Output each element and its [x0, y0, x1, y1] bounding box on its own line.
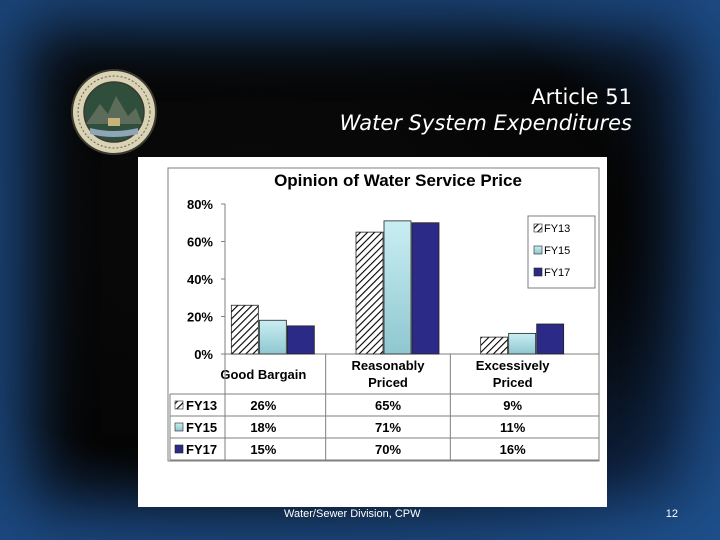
city-seal-logo: [70, 68, 158, 156]
data-label: 11%: [500, 420, 526, 435]
bar-chart: Opinion of Water Service Price 0% 20% 40% 60…: [167, 167, 600, 462]
bar-fy17: [536, 323, 565, 355]
data-label: 15%: [250, 442, 276, 457]
bar-fy15: [258, 319, 287, 355]
table-legend-key-fy13: [174, 400, 184, 410]
legend-label: FY15: [544, 245, 570, 257]
bar-fy13: [230, 304, 259, 355]
table-series-label: FY13: [186, 398, 217, 413]
title-line-2: Water System Expenditures: [339, 111, 632, 135]
legend-key-fy17: [533, 267, 543, 277]
y-tick-label: 20%: [187, 310, 213, 325]
bar-fy13: [355, 231, 384, 355]
chart-title: Opinion of Water Service Price: [274, 171, 522, 190]
category-label: Excessively: [476, 358, 551, 373]
y-tick-label: 40%: [187, 272, 213, 287]
category-label: Priced: [368, 375, 408, 390]
table-legend-key-fy15: [174, 422, 184, 432]
legend-label: FY13: [544, 223, 570, 235]
bar-fy15: [383, 220, 412, 355]
chart-border: [167, 167, 600, 462]
data-label: 70%: [375, 442, 401, 457]
bar-fy17: [286, 325, 315, 355]
data-label: 65%: [375, 398, 401, 413]
table-legend-key-fy17: [174, 444, 184, 454]
bar-fy17: [411, 222, 440, 355]
footer-text: Water/Sewer Division, CPW: [284, 508, 421, 520]
y-tick-label: 80%: [187, 197, 213, 212]
y-tick-label: 0%: [194, 347, 213, 362]
chart-panel: Opinion of Water Service Price 0% 20% 40% 60…: [138, 157, 607, 507]
legend-label: FY17: [544, 267, 570, 279]
data-label: 9%: [503, 398, 522, 413]
category-label: Reasonably: [352, 358, 426, 373]
legend-key-fy13: [533, 223, 543, 233]
y-tick-label: 60%: [187, 235, 213, 250]
table-series-label: FY17: [186, 442, 217, 457]
slide-title: Article 51 Water System Expenditures: [340, 84, 632, 136]
data-label: 16%: [500, 442, 526, 457]
data-label: 18%: [250, 420, 276, 435]
data-label: 26%: [250, 398, 276, 413]
bar-fy15: [508, 332, 537, 355]
table-series-label: FY15: [186, 420, 217, 435]
title-line-1: Article 51: [531, 85, 632, 109]
category-label: Priced: [493, 375, 533, 390]
category-label: Good Bargain: [220, 367, 306, 382]
legend-key-fy15: [533, 245, 543, 255]
bar-fy13: [480, 336, 509, 355]
data-label: 71%: [375, 420, 401, 435]
page-number: 12: [665, 508, 678, 520]
